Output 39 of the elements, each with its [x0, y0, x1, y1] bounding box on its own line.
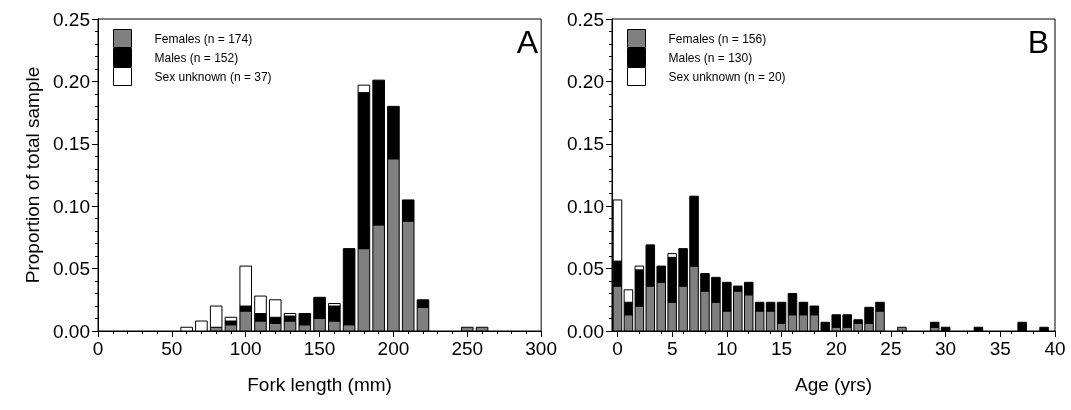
x-tick-label: 15	[770, 338, 793, 359]
x-tick-label: 5	[666, 338, 678, 359]
y-axis-title: Proportion of total sample	[22, 66, 44, 284]
x-tick-label: 0	[92, 338, 104, 359]
legend-label: Females (n = 174)	[154, 31, 253, 46]
x-tick-label: 100	[229, 338, 262, 359]
legend-label: Males (n = 152)	[154, 50, 239, 65]
x-tick-label: 150	[303, 338, 336, 359]
y-tick-label: 0.10	[53, 195, 90, 217]
x-tick-label: 10	[716, 338, 738, 359]
annotation: A	[516, 24, 539, 60]
y-tick-label: 0.25	[53, 8, 90, 30]
x-tick-label: 35	[989, 338, 1011, 359]
legend-label: Sex unknown (n = 37)	[154, 69, 272, 84]
x-tick-label: 250	[451, 338, 484, 359]
y-tick-label: 0.10	[567, 195, 604, 217]
x-axis-title: Age (yrs)	[794, 374, 873, 395]
x-tick-label: 50	[161, 338, 183, 359]
y-tick-label: 0.15	[53, 133, 90, 155]
legend-label: Sex unknown (n = 20)	[668, 69, 786, 84]
x-tick-label: 40	[1044, 338, 1066, 359]
y-tick-label: 0.05	[567, 258, 604, 280]
x-tick-label: 0	[612, 338, 623, 359]
y-tick-label: 0.05	[53, 258, 90, 280]
y-tick-label: 0.20	[53, 70, 90, 92]
x-tick-label: 200	[377, 338, 410, 359]
annotation: B	[1027, 24, 1049, 60]
x-tick-label: 300	[525, 338, 557, 359]
x-tick-label: 25	[880, 338, 902, 359]
y-tick-label: 0.00	[53, 320, 90, 342]
legend-label: Females (n = 156)	[668, 31, 767, 46]
y-tick-label: 0.15	[567, 133, 604, 155]
legend-label: Males (n = 130)	[668, 50, 753, 65]
y-tick-label: 0.20	[567, 70, 604, 92]
x-tick-label: 20	[825, 338, 847, 359]
x-axis-title: Fork length (mm)	[247, 374, 392, 395]
y-tick-label: 0.25	[567, 8, 604, 30]
y-tick-label: 0.00	[567, 320, 604, 342]
x-tick-label: 30	[935, 338, 957, 359]
